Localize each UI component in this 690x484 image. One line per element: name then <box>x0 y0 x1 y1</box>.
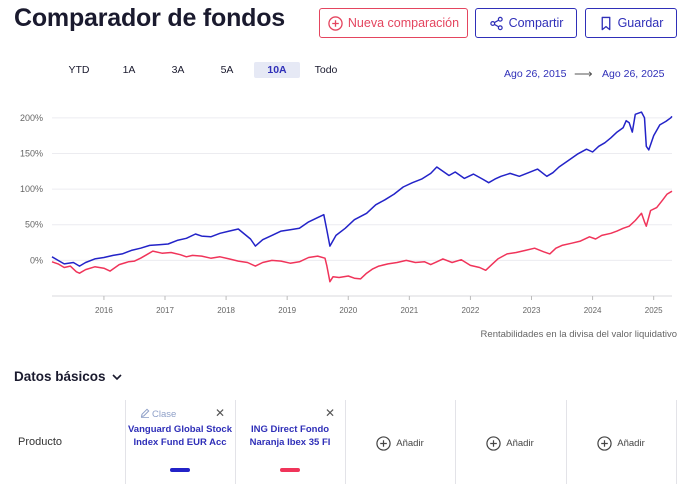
x-tick-label: 2025 <box>645 306 663 315</box>
y-tick-label: 0% <box>30 255 43 265</box>
add-fund-button[interactable]: Añadir <box>345 436 455 451</box>
add-fund-column-3: Añadir <box>345 400 455 484</box>
y-tick-label: 100% <box>20 184 43 194</box>
class-label: Clase <box>152 409 177 420</box>
basic-data-title: Datos básicos <box>14 369 106 384</box>
save-button[interactable]: Guardar <box>585 8 677 38</box>
tab-1a[interactable]: 1A <box>122 64 136 76</box>
chevron-down-icon <box>112 374 122 381</box>
start-date[interactable]: Ago 26, 2015 <box>504 68 567 80</box>
add-fund-label: Añadir <box>617 438 645 449</box>
bookmark-icon <box>601 16 610 30</box>
x-tick-label: 2018 <box>217 306 235 315</box>
class-edit-button[interactable]: Clase <box>140 408 176 420</box>
close-icon[interactable]: ✕ <box>215 406 226 420</box>
close-icon[interactable]: ✕ <box>325 406 336 420</box>
add-fund-button[interactable]: Añadir <box>455 436 565 451</box>
new-comparison-label: Nueva comparación <box>347 16 460 30</box>
x-tick-label: 2021 <box>400 306 418 315</box>
plus-circle-icon <box>597 436 612 451</box>
fund-name-link[interactable]: ING Direct Fondo Naranja Ibex 35 FI <box>249 424 331 448</box>
fund-name-link[interactable]: Vanguard Global Stock Index Fund EUR Acc <box>128 424 232 448</box>
tab-10a[interactable]: 10A <box>254 62 300 78</box>
y-tick-label: 200% <box>20 113 43 123</box>
divider <box>566 400 567 484</box>
y-tick-label: 50% <box>25 220 43 230</box>
series-line-1 <box>51 111 673 267</box>
plus-circle-icon <box>328 15 343 31</box>
x-tick-label: 2017 <box>156 306 174 315</box>
fund-column-1: Clase ✕ Vanguard Global Stock Index Fund… <box>125 400 235 484</box>
divider <box>345 400 346 484</box>
share-label: Compartir <box>508 16 564 30</box>
arrow-right-icon: ⟶ <box>574 66 593 81</box>
divider <box>235 400 236 484</box>
x-tick-label: 2020 <box>339 306 357 315</box>
tab-3a[interactable]: 3A <box>171 64 185 76</box>
plus-circle-icon <box>376 436 391 451</box>
share-button[interactable]: Compartir <box>475 8 577 38</box>
divider <box>676 400 677 484</box>
tab-5a[interactable]: 5A <box>220 64 234 76</box>
product-row-label: Producto <box>18 436 63 448</box>
add-fund-label: Añadir <box>396 438 424 449</box>
tab-todo[interactable]: Todo <box>314 64 338 76</box>
tab-ytd[interactable]: YTD <box>68 64 90 76</box>
series-line-2 <box>51 190 673 283</box>
end-date[interactable]: Ago 26, 2025 <box>602 68 665 80</box>
divider <box>125 400 126 484</box>
fund-column-2: ✕ ING Direct Fondo Naranja Ibex 35 FI <box>235 400 345 484</box>
new-comparison-button[interactable]: Nueva comparación <box>319 8 468 38</box>
basic-data-toggle[interactable]: Datos básicos <box>14 369 123 384</box>
x-tick-label: 2022 <box>462 306 480 315</box>
x-tick-label: 2016 <box>95 306 113 315</box>
x-tick-label: 2023 <box>523 306 541 315</box>
save-label: Guardar <box>617 16 664 30</box>
x-tick-label: 2024 <box>584 306 602 315</box>
series-color-swatch <box>170 468 190 472</box>
add-fund-column-4: Añadir <box>455 400 565 484</box>
x-tick-label: 2019 <box>278 306 296 315</box>
plus-circle-icon <box>486 436 501 451</box>
performance-chart: 0% 50% 100% 150% 200% 2016 2017 2018 2019 2020 202… <box>20 111 673 315</box>
share-icon <box>489 16 503 30</box>
chart-note: Rentabilidades en la divisa del valor li… <box>480 329 677 340</box>
divider <box>455 400 456 484</box>
y-tick-label: 150% <box>20 148 43 158</box>
series-color-swatch <box>280 468 300 472</box>
add-fund-button[interactable]: Añadir <box>566 436 676 451</box>
page-title: Comparador de fondos <box>14 4 286 32</box>
add-fund-column-5: Añadir <box>566 400 676 484</box>
pencil-icon <box>140 408 150 418</box>
add-fund-label: Añadir <box>506 438 534 449</box>
